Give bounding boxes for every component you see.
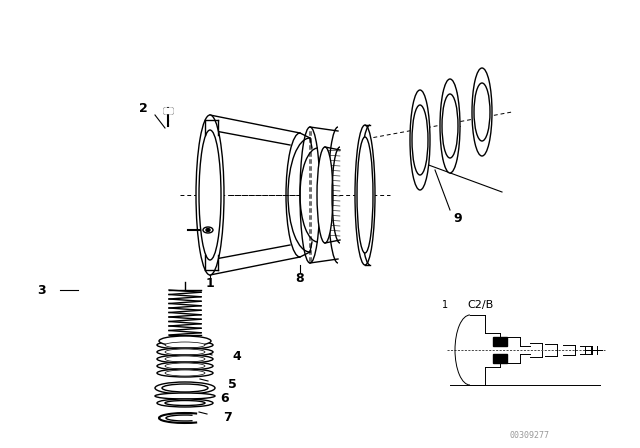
Ellipse shape: [474, 83, 490, 141]
Ellipse shape: [155, 382, 215, 394]
Ellipse shape: [355, 125, 375, 265]
Text: 6: 6: [221, 392, 229, 405]
Ellipse shape: [199, 130, 221, 260]
Ellipse shape: [157, 399, 213, 407]
Ellipse shape: [203, 227, 213, 233]
Ellipse shape: [165, 401, 205, 405]
Ellipse shape: [206, 228, 210, 232]
Ellipse shape: [157, 369, 213, 377]
Ellipse shape: [165, 342, 205, 348]
Ellipse shape: [157, 341, 213, 349]
Ellipse shape: [165, 356, 205, 362]
Ellipse shape: [155, 393, 215, 399]
Text: 8: 8: [296, 271, 304, 284]
Ellipse shape: [317, 147, 333, 243]
Ellipse shape: [162, 384, 208, 392]
Ellipse shape: [157, 348, 213, 356]
Text: 00309277: 00309277: [510, 431, 550, 439]
Ellipse shape: [440, 79, 460, 173]
Ellipse shape: [410, 90, 430, 190]
Ellipse shape: [357, 137, 373, 253]
Ellipse shape: [157, 362, 213, 370]
Text: 7: 7: [223, 410, 232, 423]
Text: 1: 1: [205, 276, 214, 289]
Polygon shape: [493, 354, 507, 363]
Ellipse shape: [412, 105, 428, 175]
Text: 3: 3: [38, 284, 46, 297]
Text: 4: 4: [232, 349, 241, 362]
Text: 1: 1: [442, 300, 448, 310]
Text: 5: 5: [228, 378, 236, 391]
Text: C2/B: C2/B: [467, 300, 493, 310]
Ellipse shape: [165, 363, 205, 369]
Polygon shape: [493, 337, 507, 346]
Ellipse shape: [196, 115, 224, 275]
Ellipse shape: [442, 94, 458, 158]
Ellipse shape: [165, 349, 205, 355]
Polygon shape: [164, 108, 172, 113]
Ellipse shape: [159, 336, 211, 346]
Ellipse shape: [300, 127, 320, 263]
Ellipse shape: [157, 355, 213, 363]
Text: 9: 9: [454, 211, 462, 224]
Text: 2: 2: [139, 102, 147, 115]
Ellipse shape: [472, 68, 492, 156]
Ellipse shape: [165, 370, 205, 376]
